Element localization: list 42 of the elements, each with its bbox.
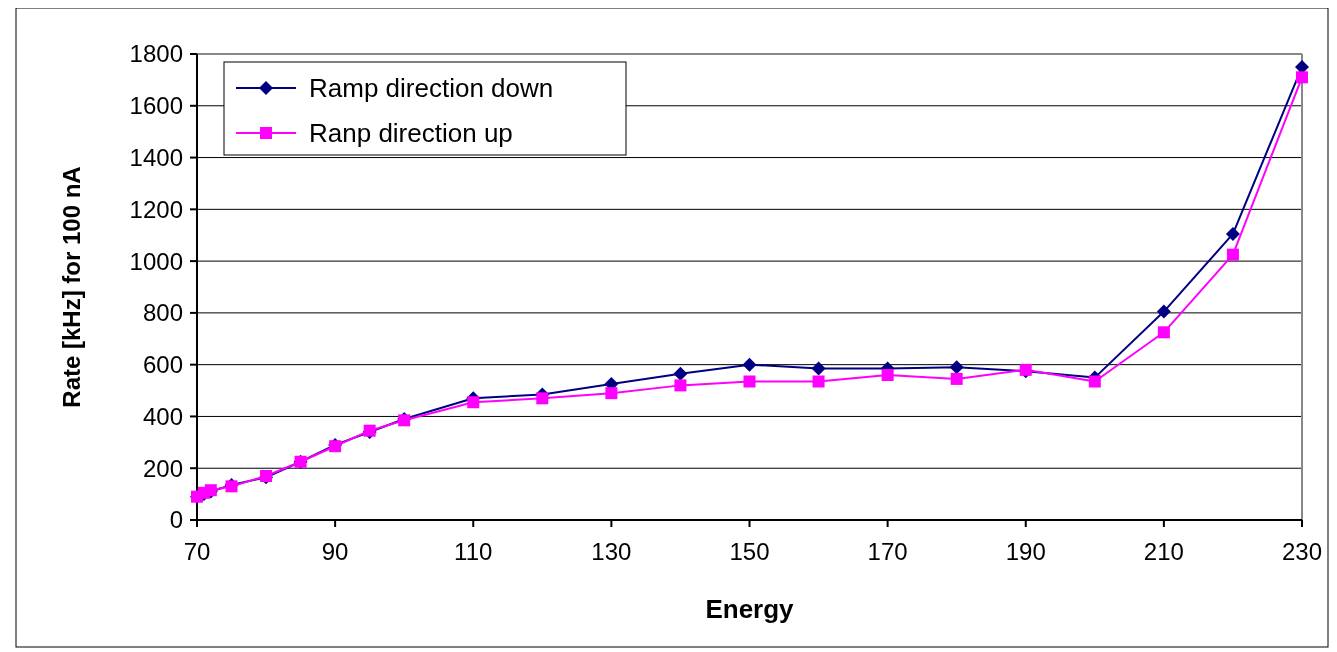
point [949,360,964,375]
y-tick-label: 1400 [129,143,183,171]
point [742,357,757,372]
point [743,375,756,388]
point [811,361,826,376]
x-tick-label: 150 [729,538,770,565]
y-tick-label: 200 [142,454,183,482]
y-tick-label: 600 [142,351,183,379]
y-tick-label: 400 [142,402,183,430]
point [1157,326,1170,339]
point [1226,248,1239,261]
x-tick-label: 110 [454,538,493,565]
point [950,372,963,385]
point [1295,59,1309,74]
point [1156,304,1171,319]
x-tick-label: 70 [183,538,211,565]
y-tick-label: 1000 [129,247,183,275]
point [536,392,549,405]
point [812,375,825,388]
x-tick-label: 190 [1005,538,1046,565]
y-tick-label: 1600 [129,92,183,120]
point [1088,375,1101,388]
x-tick-label: 170 [867,538,908,565]
y-tick-label: 1800 [129,40,183,68]
x-tick-label: 230 [1281,538,1323,565]
point [605,387,618,400]
legend-label: Ramp direction down [309,73,554,104]
point [673,366,688,381]
y-tick-label: 0 [169,506,183,534]
point [467,396,480,409]
point [881,369,894,382]
y-axis-title: Rate [kHz] for 100 nA [58,166,85,408]
x-tick-label: 210 [1143,538,1184,565]
x-tick-label: 90 [321,538,349,565]
point [1225,226,1240,241]
x-tick-label: 130 [591,538,632,565]
x-axis-title: Energy [705,594,795,624]
y-tick-label: 1200 [129,195,183,223]
point [674,379,687,392]
legend-label: Ranp direction up [309,118,513,149]
y-tick-label: 800 [142,299,183,327]
point [1296,71,1308,84]
